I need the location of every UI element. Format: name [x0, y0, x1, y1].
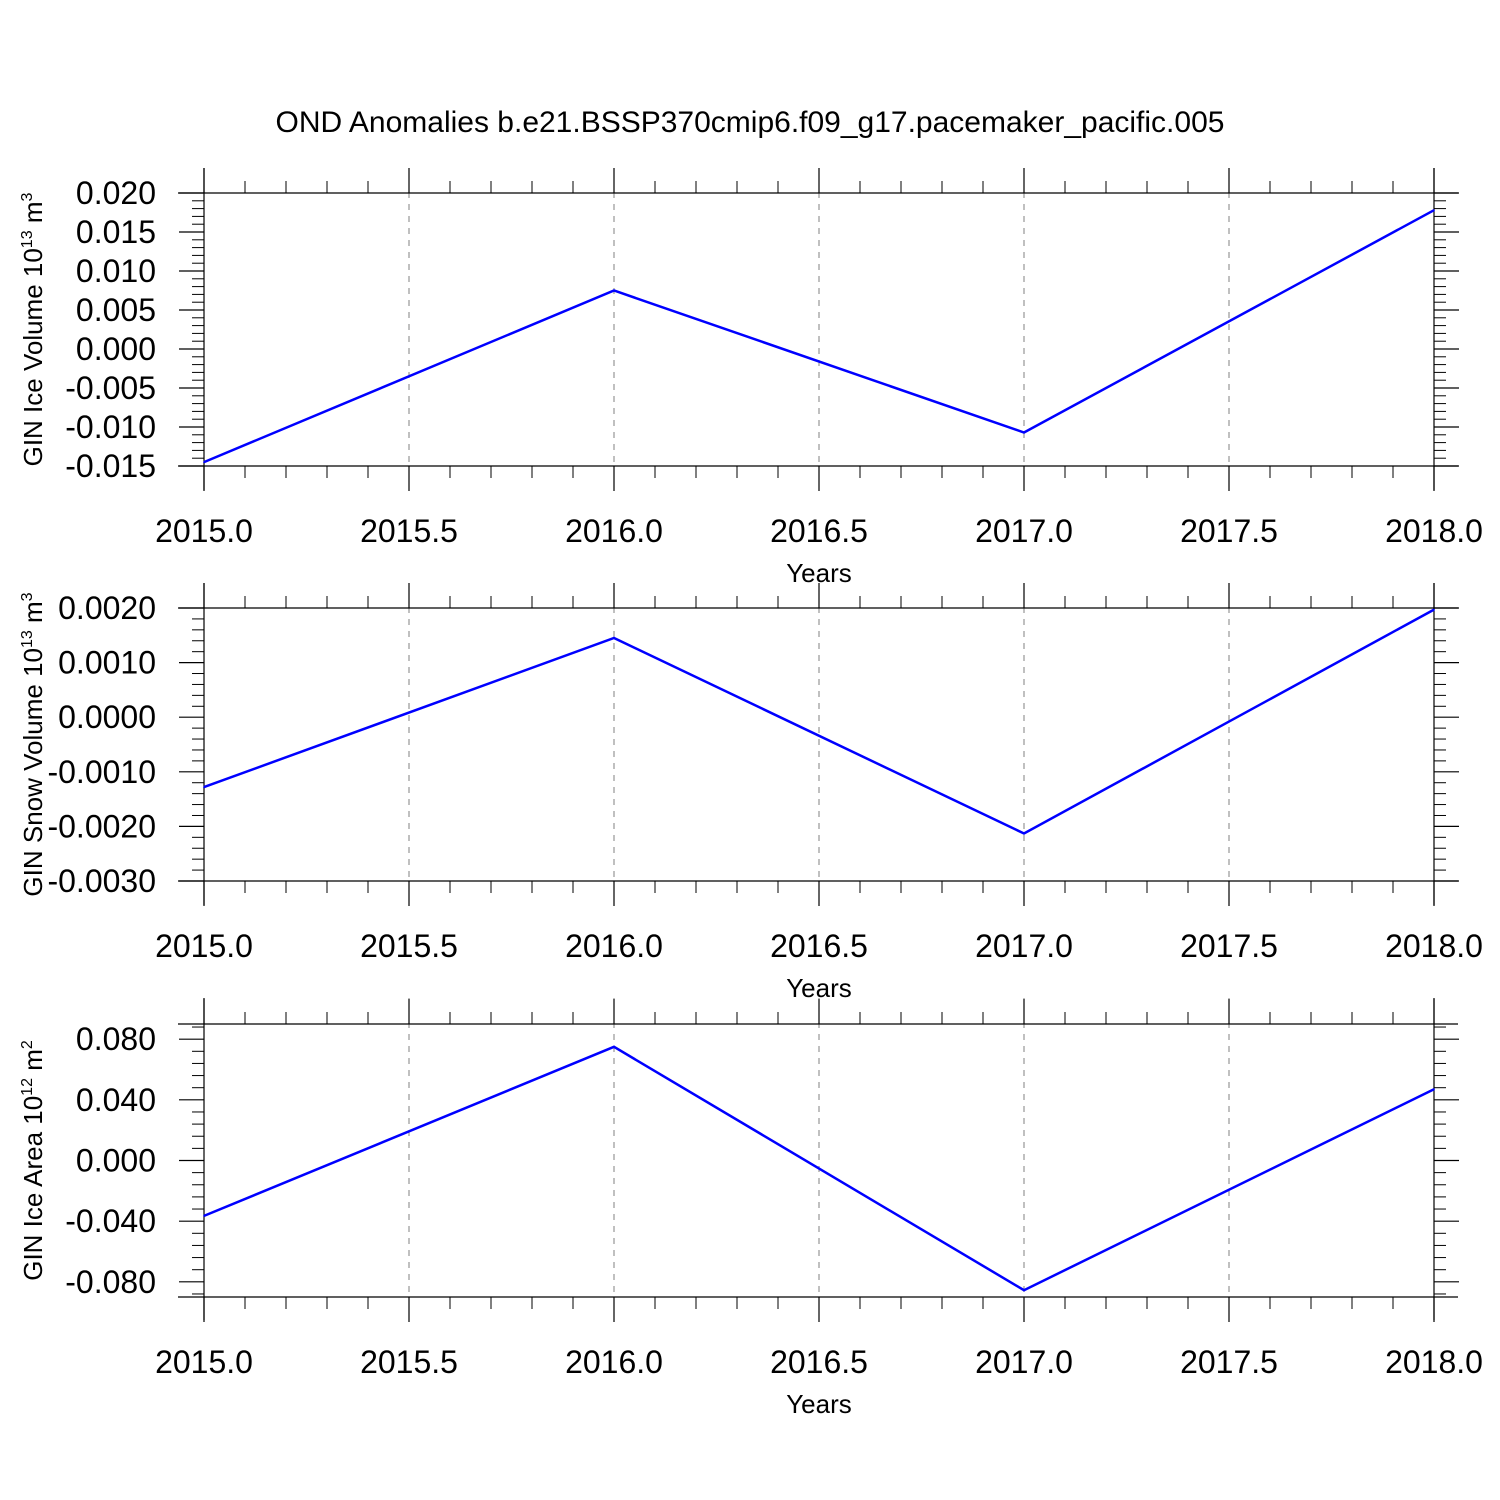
y-axis-label-unit: m [18, 1049, 48, 1078]
data-point [1433, 1088, 1435, 1091]
data-point [1023, 1289, 1025, 1291]
x-tick-label: 2018.0 [1385, 513, 1483, 549]
panel-3: 2015.0 2015.5 2016.0 2016.5 2017.0 2017.5 2018… [18, 998, 1483, 1419]
data-point [1433, 608, 1435, 611]
x-tick-label: 2016.0 [565, 513, 663, 549]
y-axis-label-exponent: 12 [19, 1078, 36, 1096]
x-tick-label: 2016.5 [770, 928, 868, 964]
y-tick-label: -0.0030 [47, 863, 156, 899]
data-point [203, 786, 205, 788]
x-tick-label: 2017.5 [1180, 513, 1278, 549]
y-axis-label: GIN Snow Volume 1013 m3 [18, 592, 48, 896]
y-tick-label: 0.005 [76, 292, 156, 328]
x-tick-label: 2017.0 [975, 928, 1073, 964]
y-axis-label-main: GIN Ice Area 10 [18, 1096, 48, 1281]
y-tick-label: -0.005 [65, 370, 156, 406]
x-tick-label: 2016.5 [770, 1344, 868, 1380]
y-tick-label: -0.015 [65, 448, 156, 484]
y-axis-label-main: GIN Snow Volume 10 [18, 648, 48, 897]
data-point [613, 289, 615, 292]
y-tick-label: 0.080 [76, 1021, 156, 1057]
y-axis-label-unit: m [18, 201, 48, 230]
y-tick-label: 0.000 [76, 1143, 156, 1179]
x-tick-label: 2017.0 [975, 1344, 1073, 1380]
y-tick-label: -0.0010 [47, 754, 156, 790]
y-tick-label: -0.0020 [47, 808, 156, 844]
x-tick-label: 2015.0 [155, 928, 253, 964]
data-point [203, 1215, 205, 1217]
data-point [203, 461, 205, 463]
y-axis-label-exponent: 13 [19, 230, 36, 248]
figure-title: OND Anomalies b.e21.BSSP370cmip6.f09_g17… [276, 106, 1225, 139]
y-axis-label-exponent: 13 [19, 630, 36, 648]
y-tick-label: 0.0020 [58, 590, 156, 626]
x-tick-label: 2017.5 [1180, 928, 1278, 964]
y-tick-label: 0.020 [76, 175, 156, 211]
y-tick-label: 0.000 [76, 331, 156, 367]
data-point [613, 637, 615, 639]
x-tick-label: 2015.0 [155, 513, 253, 549]
x-tick-label: 2016.0 [565, 1344, 663, 1380]
y-tick-label: 0.0000 [58, 699, 156, 735]
y-tick-label: -0.040 [65, 1203, 156, 1239]
series-line [203, 209, 1435, 464]
series-line [203, 608, 1435, 835]
y-axis-label-main: GIN Ice Volume 10 [18, 248, 48, 466]
x-tick-label: 2015.5 [360, 928, 458, 964]
panel-2: 2015.0 2015.5 2016.0 2016.5 2017.0 2017.5 2018… [18, 583, 1483, 1003]
panels: 2015.0 2015.5 2016.0 2016.5 2017.0 2017.5 2018… [18, 168, 1483, 1419]
y-axis-label-unit: m [18, 601, 48, 630]
x-tick-label: 2015.0 [155, 1344, 253, 1380]
data-point [613, 1045, 615, 1048]
y-tick-label: 0.010 [76, 253, 156, 289]
x-tick-label: 2017.5 [1180, 1344, 1278, 1380]
y-axis-label-unit-exponent: 3 [19, 192, 36, 201]
data-point [1023, 431, 1025, 434]
y-tick-label: 0.040 [76, 1082, 156, 1118]
y-tick-label: -0.080 [65, 1264, 156, 1300]
x-tick-label: 2016.5 [770, 513, 868, 549]
y-axis-label-unit-exponent: 3 [19, 592, 36, 601]
y-tick-label: -0.010 [65, 409, 156, 445]
x-tick-label: 2017.0 [975, 513, 1073, 549]
x-tick-label: 2016.0 [565, 928, 663, 964]
y-tick-label: 0.015 [76, 214, 156, 250]
y-axis-label: GIN Ice Volume 1013 m3 [18, 192, 48, 466]
x-tick-label: 2015.5 [360, 513, 458, 549]
y-axis-label: GIN Ice Area 1012 m2 [18, 1040, 48, 1281]
x-axis-label: Years [786, 1389, 852, 1419]
y-axis-label-unit-exponent: 2 [19, 1040, 36, 1049]
data-point [1023, 832, 1025, 835]
x-tick-label: 2018.0 [1385, 1344, 1483, 1380]
x-tick-label: 2018.0 [1385, 928, 1483, 964]
y-tick-label: 0.0010 [58, 645, 156, 681]
data-point [1433, 209, 1435, 211]
panel-1: 2015.0 2015.5 2016.0 2016.5 2017.0 2017.5 2018… [18, 168, 1483, 588]
x-tick-label: 2015.5 [360, 1344, 458, 1380]
series-line [203, 1045, 1435, 1292]
